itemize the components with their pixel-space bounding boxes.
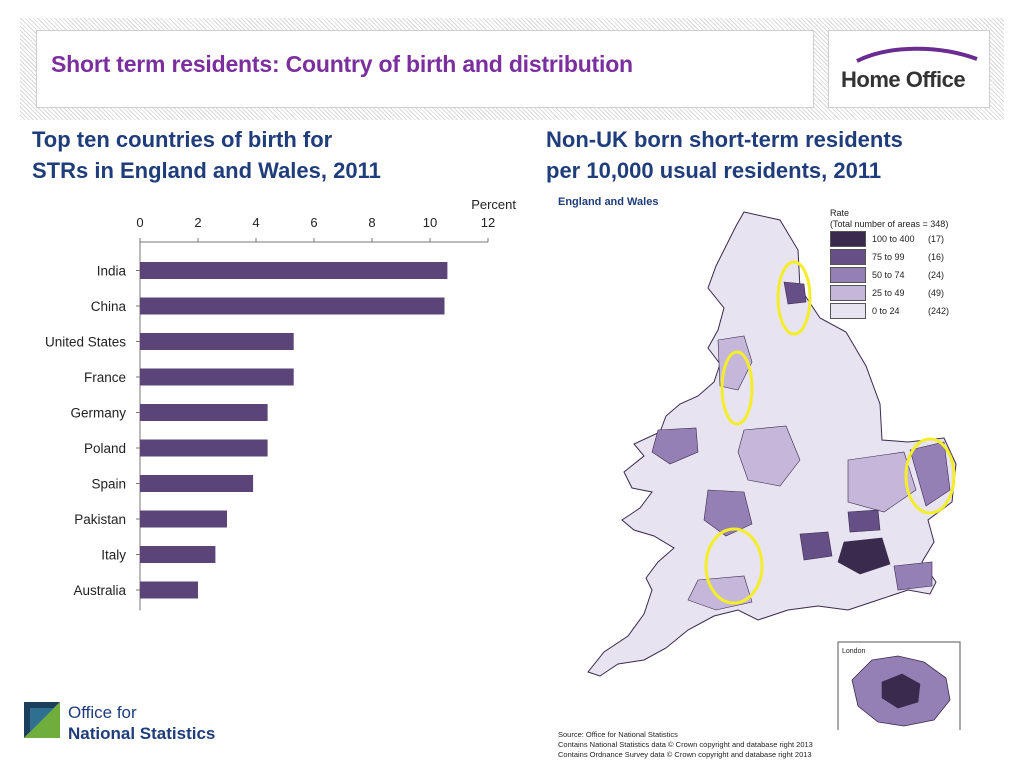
legend-swatch [830, 249, 866, 265]
bar [140, 262, 448, 279]
ons-line1: Office for [68, 703, 137, 722]
bar-chart: Percent 0 2 4 6 8 10 12 India China United States F… [45, 197, 516, 611]
map-region-east [847, 451, 917, 513]
chart-heading: Top ten countries of birth for STRs in E… [32, 124, 381, 186]
legend-swatch [830, 285, 866, 301]
map-region-east-anglia [909, 441, 951, 507]
legend-row: 25 to 49 (49) [830, 284, 970, 302]
ons-wordmark: Office for National Statistics [68, 702, 215, 744]
x-axis-unit-label: Percent [471, 197, 516, 212]
category-label: France [84, 370, 126, 385]
legend-count: (16) [928, 252, 945, 262]
x-tick-label: 12 [481, 215, 495, 230]
ons-emblem-icon [24, 702, 60, 738]
category-label: Pakistan [74, 512, 126, 527]
chart-heading-line1: Top ten countries of birth for [32, 127, 333, 152]
map-region-cambridge [847, 509, 881, 533]
london-inset: London [837, 641, 961, 730]
map-region-kent [893, 561, 933, 591]
london-inset-label: London [842, 648, 865, 655]
bar [140, 581, 198, 599]
highlight-circle-newcastle [776, 260, 812, 336]
highlight-circle-lancaster [720, 350, 754, 426]
legend-row: 0 to 24 (242) [830, 302, 970, 320]
legend-row: 100 to 400 (17) [830, 230, 970, 248]
bar [140, 475, 254, 492]
map-heading-line1: Non-UK born short-term residents [546, 127, 903, 152]
map-region-newcastle [783, 281, 807, 305]
legend-range: 50 to 74 [872, 270, 905, 280]
england-wales-map: London [587, 211, 961, 730]
bar [140, 368, 294, 386]
map-source-notes: Source: Office for National Statistics C… [558, 730, 813, 760]
bar [140, 546, 216, 563]
legend-range: 75 to 99 [872, 252, 905, 262]
x-tick-label: 8 [368, 215, 375, 230]
map-region-midlands [737, 425, 801, 487]
legend-swatch [830, 231, 866, 247]
category-label: Australia [73, 583, 126, 598]
legend-count: (24) [928, 270, 945, 280]
source-line: Source: Office for National Statistics [558, 730, 678, 739]
map-region-oxford [799, 531, 833, 561]
map-region-north-west [717, 335, 753, 391]
logo-swoosh-icon [856, 46, 978, 63]
category-label: Italy [101, 548, 126, 563]
x-tick-label: 6 [310, 215, 317, 230]
map-legend: Rate (Total number of areas = 348) 100 t… [830, 208, 970, 320]
bar [140, 297, 445, 315]
highlight-circle-norwich [904, 437, 956, 515]
legend-row: 75 to 99 (16) [830, 248, 970, 266]
bar [140, 510, 227, 528]
legend-range: 100 to 400 [872, 234, 915, 244]
chart-heading-line2: STRs in England and Wales, 2011 [32, 158, 381, 183]
legend-count: (242) [928, 306, 950, 316]
home-office-logo: Home Office [828, 30, 990, 108]
ons-line2: National Statistics [68, 724, 216, 743]
legend-count: (49) [928, 288, 945, 298]
legend-swatch [830, 267, 866, 283]
legend-rows: 100 to 400 (17) 75 to 99 (16) 50 to 74 (24) 25… [830, 230, 970, 320]
london-inset-centre [881, 673, 921, 709]
title-box: Short term residents: Country of birth a… [36, 30, 814, 108]
bar [140, 404, 268, 421]
category-label: Germany [70, 406, 126, 421]
map-heading-line2: per 10,000 usual residents, 2011 [546, 158, 882, 183]
map-area-label: England and Wales [558, 196, 659, 208]
choropleth-map-panel: England and Wales London [548, 190, 968, 768]
category-label: China [91, 299, 127, 314]
legend-row: 50 to 74 (24) [830, 266, 970, 284]
source-line: Contains Ordnance Survey data © Crown co… [558, 750, 812, 759]
ons-logo: Office for National Statistics [24, 700, 224, 748]
logo-text: Home Office [841, 67, 966, 92]
source-line: Contains National Statistics data © Crow… [558, 740, 813, 749]
legend-range: 25 to 49 [872, 288, 905, 298]
map-region-wales-north [651, 427, 699, 465]
x-tick-label: 2 [194, 215, 201, 230]
x-tick-label: 0 [136, 215, 143, 230]
x-tick-label: 4 [252, 215, 259, 230]
legend-subtitle: (Total number of areas = 348) [830, 219, 949, 229]
legend-count: (17) [928, 234, 945, 244]
category-label: India [97, 264, 127, 279]
category-label: Spain [91, 477, 126, 492]
category-label: United States [45, 335, 126, 350]
category-label: Poland [84, 441, 126, 456]
legend-title: Rate [830, 208, 850, 218]
map-region-london [837, 537, 891, 575]
bar [140, 439, 268, 457]
legend-swatch [830, 303, 866, 319]
highlight-circle-cardiff [704, 527, 764, 605]
legend-range: 0 to 24 [872, 306, 900, 316]
page-title: Short term residents: Country of birth a… [51, 51, 633, 77]
bar [140, 333, 294, 350]
map-regions [587, 211, 957, 677]
header-banner: Short term residents: Country of birth a… [20, 18, 1004, 120]
map-heading: Non-UK born short-term residents per 10,… [546, 124, 903, 186]
x-tick-label: 10 [423, 215, 437, 230]
highlight-circles [704, 260, 956, 605]
